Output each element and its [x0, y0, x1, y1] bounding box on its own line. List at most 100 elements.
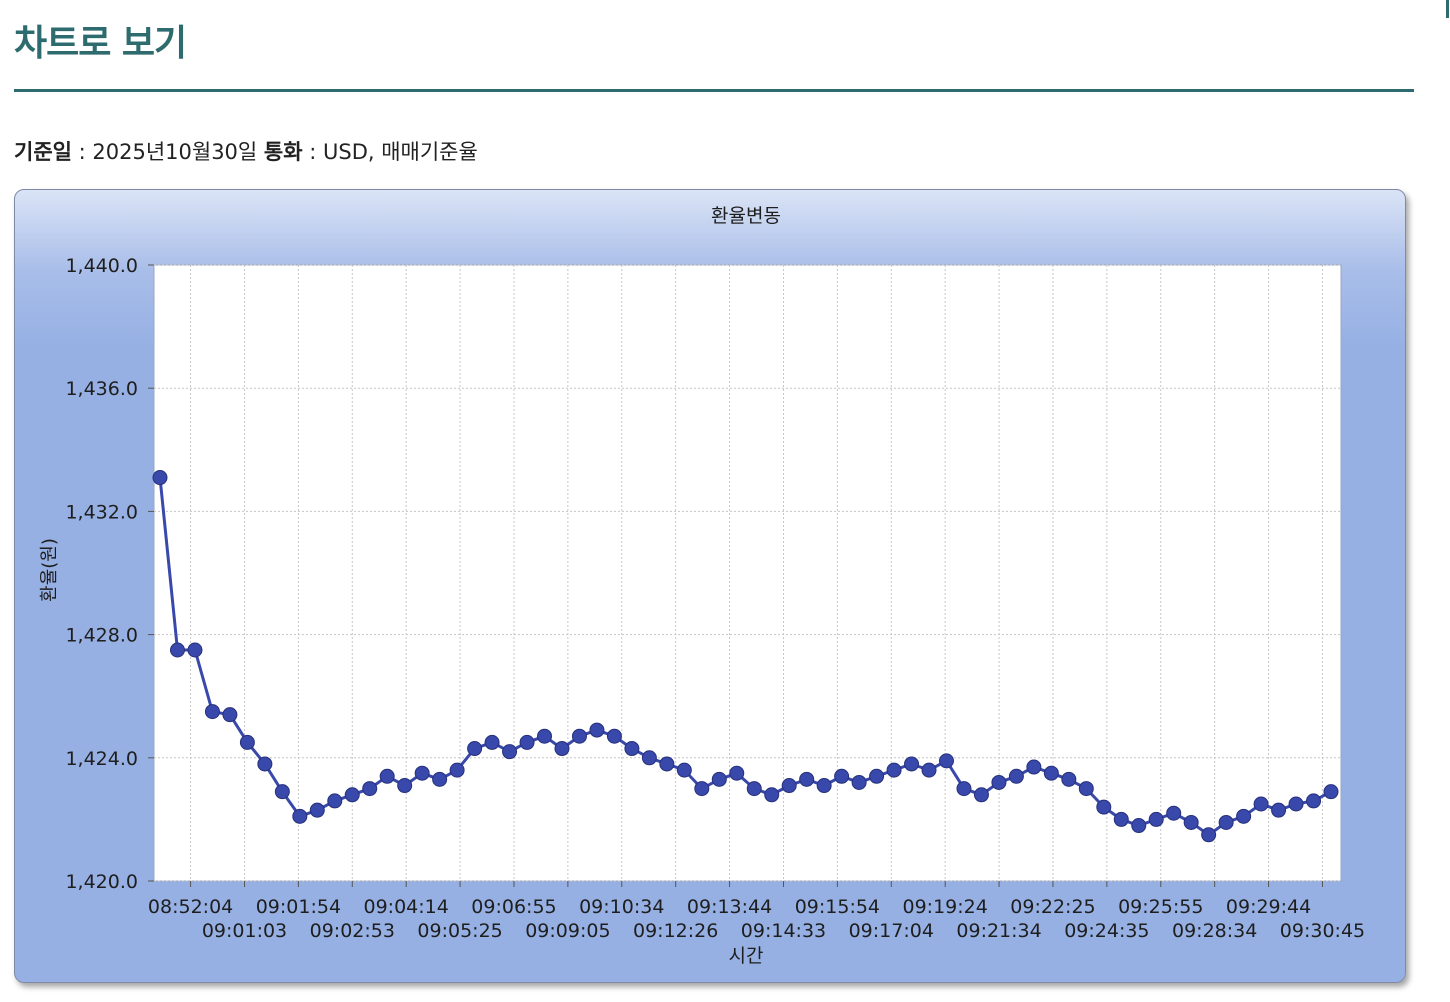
data-point	[1253, 796, 1269, 812]
x-tick-label: 09:28:34	[1172, 920, 1257, 942]
base-date-label: 기준일	[14, 140, 72, 164]
x-tick-label: 09:13:44	[687, 896, 772, 918]
axis-lines	[148, 264, 1323, 887]
data-point	[694, 781, 710, 797]
data-point	[921, 762, 937, 778]
data-point	[152, 470, 168, 486]
data-point	[1148, 811, 1164, 827]
exchange-rate-chart: 환율변동 1,420.0 1,424.0 1,428.0 1,432.0 1,436.0…	[39, 205, 1365, 967]
exchange-rate-chart-panel: 환율변동 1,420.0 1,424.0 1,428.0 1,432.0 1,436.0…	[14, 189, 1406, 983]
data-point	[1288, 796, 1304, 812]
x-tick-label: 09:01:54	[256, 896, 341, 918]
data-point	[484, 734, 500, 750]
data-point	[292, 808, 308, 824]
y-tick-label: 1,440.0	[65, 255, 138, 277]
corner-mark	[1446, 0, 1449, 18]
chart-title: 환율변동	[711, 205, 781, 227]
x-tick-label: 09:06:55	[471, 896, 556, 918]
x-tick-label: 09:29:44	[1226, 896, 1311, 918]
x-tick-label: 09:22:25	[1010, 896, 1095, 918]
data-point	[589, 722, 605, 738]
data-point	[537, 728, 553, 744]
data-point	[204, 704, 220, 720]
x-tick-label: 09:24:35	[1064, 920, 1149, 942]
data-point	[502, 744, 518, 760]
data-point	[519, 734, 535, 750]
data-point	[1271, 802, 1287, 818]
x-tick-label: 09:02:53	[310, 920, 395, 942]
title-divider	[14, 89, 1414, 92]
data-point	[606, 728, 622, 744]
x-tick-label: 09:04:14	[364, 896, 449, 918]
info-line: 기준일 : 2025년10월30일 통화 : USD, 매매기준율	[14, 136, 478, 166]
data-point	[886, 762, 902, 778]
x-tick-label: 09:10:34	[579, 896, 664, 918]
data-point	[362, 781, 378, 797]
data-point	[1323, 784, 1339, 800]
data-point	[711, 771, 727, 787]
data-point	[344, 787, 360, 803]
x-tick-label: 09:12:26	[633, 920, 718, 942]
data-point	[869, 768, 885, 784]
data-point	[729, 765, 745, 781]
data-point	[904, 756, 920, 772]
series-points	[152, 470, 1339, 843]
data-point	[851, 774, 867, 790]
x-tick-label: 09:05:25	[417, 920, 502, 942]
data-point	[641, 750, 657, 766]
data-point	[432, 771, 448, 787]
y-tick-label: 1,424.0	[65, 748, 138, 770]
currency-value: : USD, 매매기준율	[302, 140, 478, 164]
data-point	[764, 787, 780, 803]
data-point	[1061, 771, 1077, 787]
data-point	[624, 741, 640, 757]
currency-label: 통화	[263, 140, 303, 164]
x-tick-label: 09:15:54	[795, 896, 880, 918]
data-point	[834, 768, 850, 784]
data-point	[449, 762, 465, 778]
data-point	[991, 774, 1007, 790]
data-point	[1078, 781, 1094, 797]
data-point	[1201, 827, 1217, 843]
data-point	[973, 787, 989, 803]
data-point	[309, 802, 325, 818]
data-point	[816, 778, 832, 794]
data-point	[956, 781, 972, 797]
data-point	[781, 778, 797, 794]
x-tick-label: 09:14:33	[741, 920, 826, 942]
data-point	[327, 793, 343, 809]
y-tick-label: 1,432.0	[65, 501, 138, 523]
data-point	[1306, 793, 1322, 809]
x-tick-label: 09:01:03	[202, 920, 287, 942]
x-tick-label: 09:25:55	[1118, 896, 1203, 918]
data-point	[554, 741, 570, 757]
data-point	[1113, 811, 1129, 827]
data-point	[1096, 799, 1112, 815]
data-point	[1008, 768, 1024, 784]
x-tick-label: 09:19:24	[902, 896, 987, 918]
data-point	[467, 741, 483, 757]
data-point	[1166, 805, 1182, 821]
data-point	[414, 765, 430, 781]
data-point	[379, 768, 395, 784]
data-point	[571, 728, 587, 744]
data-point	[659, 756, 675, 772]
data-point	[1043, 765, 1059, 781]
data-point	[397, 778, 413, 794]
data-point	[1026, 759, 1042, 775]
data-point	[274, 784, 290, 800]
data-point	[187, 642, 203, 658]
data-point	[169, 642, 185, 658]
x-tick-label: 09:21:34	[956, 920, 1041, 942]
data-point	[1131, 818, 1147, 834]
data-point	[1218, 814, 1234, 830]
y-tick-label: 1,436.0	[65, 378, 138, 400]
x-tick-label: 08:52:04	[148, 896, 233, 918]
x-tick-label: 09:09:05	[525, 920, 610, 942]
data-point	[799, 771, 815, 787]
y-axis-label: 환율(원)	[39, 538, 60, 602]
data-point	[676, 762, 692, 778]
x-axis-label: 시간	[729, 945, 764, 967]
page-title: 차트로 보기	[14, 23, 187, 64]
x-tick-label: 09:30:45	[1280, 920, 1365, 942]
